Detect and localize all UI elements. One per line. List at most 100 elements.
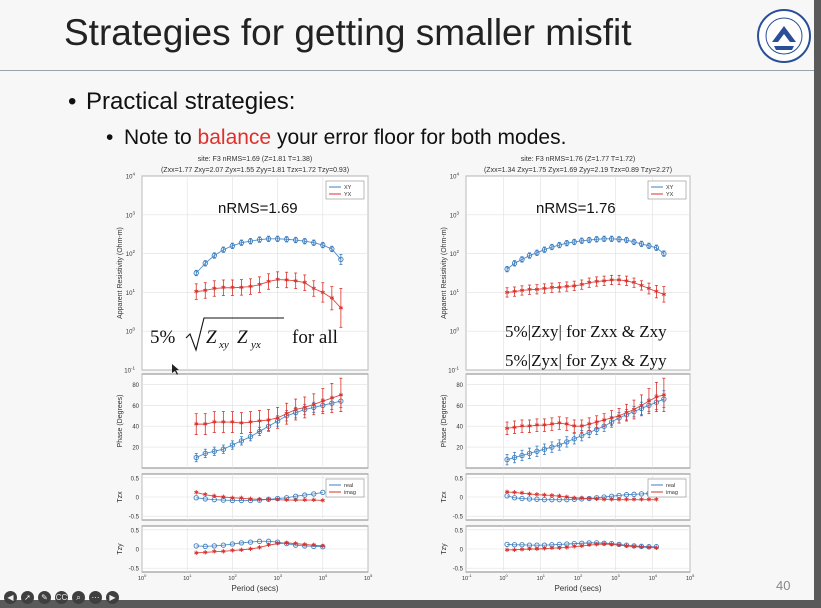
data-point: ✱ (549, 545, 554, 552)
data-point (202, 260, 208, 266)
data-point (504, 456, 510, 463)
series-line-real (196, 491, 323, 501)
legend-label: imag (666, 490, 678, 496)
data-point: ✱ (311, 286, 316, 293)
bullet-level2-pre: Note to (124, 126, 198, 149)
data-point (193, 495, 199, 501)
figure-header-line2: (Zxx=1.34 Zxy=1.75 Zyx=1.69 Zyy=2.19 Tzx… (484, 167, 672, 174)
y-tick-label: 20 (456, 446, 463, 452)
data-point (511, 454, 518, 461)
data-point (302, 492, 308, 498)
title-divider (0, 70, 814, 71)
data-point (320, 242, 326, 248)
data-point (229, 497, 236, 504)
data-point (526, 542, 533, 548)
data-point: ✱ (602, 541, 607, 548)
y-tick-label: 40 (132, 425, 139, 431)
data-point: ✱ (594, 419, 599, 426)
more-icon[interactable]: ⋯ (89, 591, 102, 604)
data-point: ✱ (564, 494, 569, 501)
data-point (564, 497, 570, 503)
data-point: ✱ (631, 544, 636, 551)
data-point: ✱ (284, 277, 289, 284)
prev-icon[interactable]: ◀ (4, 591, 17, 604)
data-point (220, 446, 227, 452)
y-tick-label: 102 (450, 249, 460, 258)
data-point (571, 239, 577, 245)
data-point: ✱ (329, 295, 334, 302)
y-tick-label: 40 (456, 425, 463, 431)
data-point: ✱ (275, 277, 280, 284)
formula-left: 5% (150, 327, 176, 348)
data-point (283, 236, 290, 242)
data-point: ✱ (661, 392, 666, 399)
data-point (302, 238, 308, 244)
data-point: ✱ (248, 496, 253, 503)
data-point: ✱ (654, 289, 659, 296)
data-point (338, 256, 344, 263)
data-point: ✱ (221, 494, 226, 501)
nrms-annotation-left: nRMS=1.69 (218, 200, 298, 217)
data-point (579, 540, 585, 546)
data-point (594, 495, 600, 501)
y-tick-label: 102 (126, 249, 136, 258)
page-number: 40 (776, 578, 791, 593)
zoom-icon[interactable]: ⌕ (72, 591, 85, 604)
data-point: ✱ (338, 392, 343, 399)
y-tick-label: 0.5 (455, 528, 464, 534)
data-point (193, 270, 199, 276)
y-axis-label: Phase (Degrees) (117, 395, 124, 448)
pointer-icon[interactable]: ➚ (21, 591, 34, 604)
data-point (608, 236, 615, 242)
data-point: ✱ (239, 495, 244, 502)
x-axis-label: Period (secs) (554, 584, 601, 593)
series-line-XY (506, 398, 665, 461)
bullet-level1-text: Practical strategies: (86, 88, 296, 115)
data-point (220, 247, 227, 253)
data-point (320, 544, 326, 550)
data-point (556, 242, 562, 248)
data-point: ✱ (293, 407, 298, 414)
data-point (311, 543, 317, 549)
y-tick-label: 20 (132, 446, 139, 452)
sqrt-sign (185, 317, 284, 352)
x-tick-label: 104 (319, 573, 328, 582)
legend-label: real (344, 483, 353, 489)
data-point (623, 492, 630, 498)
mt-figure-2: site: F3 nRMS=1.76 (Z=1.77 T=1.72) (Zxx=1… (441, 156, 695, 593)
data-point: ✱ (594, 496, 599, 503)
data-point: ✱ (203, 549, 208, 556)
x-axis-label: Period (secs) (231, 584, 278, 593)
formula-for-all: for all (292, 327, 338, 348)
data-point: ✱ (617, 497, 622, 504)
x-tick-label: 100 (499, 573, 508, 582)
next-icon[interactable]: ▶ (106, 591, 119, 604)
data-point: ✱ (212, 286, 217, 293)
data-point (247, 497, 254, 504)
data-point (320, 489, 326, 496)
data-point: ✱ (266, 497, 271, 504)
data-point: ✱ (534, 546, 539, 553)
y-tick-label: 60 (132, 404, 139, 410)
data-point (653, 245, 660, 251)
data-point: ✱ (631, 497, 636, 504)
data-point: ✱ (505, 289, 510, 296)
data-point (601, 540, 607, 546)
data-point: ✱ (275, 497, 280, 504)
data-point (608, 540, 615, 547)
bullet-level2-post: your error floor for both modes. (271, 126, 567, 149)
y-axis-label: Tzy (117, 543, 124, 555)
y-tick-label: 103 (450, 210, 460, 219)
data-point (504, 493, 510, 499)
y-tick-label: 100 (126, 327, 136, 336)
captions-icon[interactable]: CC (55, 591, 68, 604)
formula-right-line1: 5%|Zxy| for Zxx & Zxy (505, 322, 667, 341)
data-point: ✱ (624, 278, 629, 285)
x-tick-label: 105 (364, 573, 373, 582)
data-point (293, 542, 299, 548)
data-point: ✱ (248, 546, 253, 553)
pen-icon[interactable]: ✎ (38, 591, 51, 604)
data-point: ✱ (512, 289, 517, 296)
x-tick-label: 10-1 (462, 573, 472, 582)
